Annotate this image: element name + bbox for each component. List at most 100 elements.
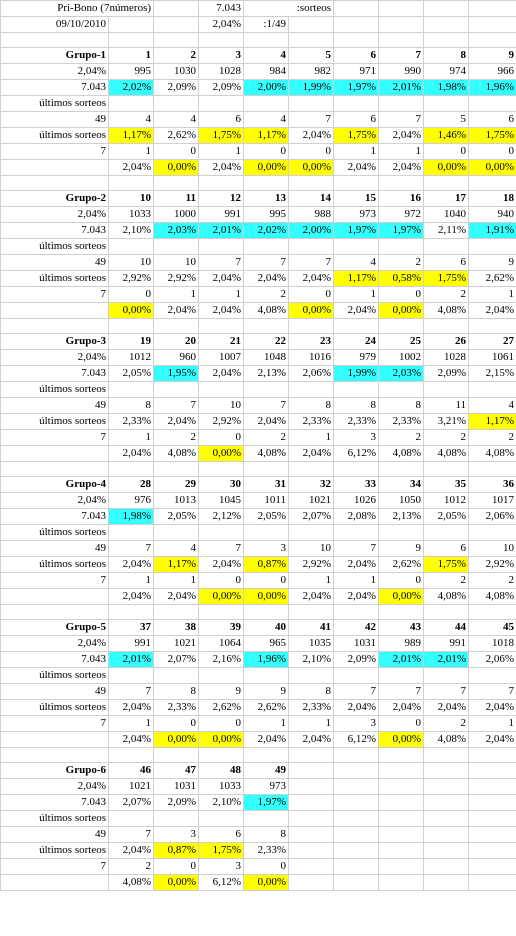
group-pct[interactable]: 2,04% [0,63,109,80]
ball-rate[interactable]: 2,09% [423,365,470,382]
last49-count[interactable]: 8 [153,683,200,700]
last7-pct[interactable]: 4,08% [423,445,470,462]
last49-count[interactable]: 10 [198,397,245,414]
empty-cell[interactable] [288,175,335,191]
ball-number[interactable]: 1 [107,47,155,64]
last49-count[interactable]: 10 [468,540,516,557]
ultimos-label[interactable]: últimos sorteos [0,667,109,684]
empty-cell[interactable] [0,874,109,891]
ball-number[interactable]: 30 [198,476,245,493]
last7-pct[interactable]: 2,04% [153,302,200,319]
last49-pct[interactable]: 1,46% [423,127,470,144]
empty-cell[interactable] [0,318,109,334]
ball-number[interactable]: 17 [423,190,470,207]
empty-cell[interactable] [468,461,516,477]
last49-pct[interactable]: 2,04% [107,556,155,573]
ball-number[interactable]: 43 [378,619,425,636]
empty-cell[interactable] [288,461,335,477]
ball-number[interactable]: 25 [378,333,425,350]
ball-count[interactable]: 991 [198,206,245,223]
last-m-value[interactable]: 7 [0,143,109,160]
last7-pct[interactable]: 4,08% [243,302,290,319]
last7-count[interactable]: 2 [423,286,470,303]
last49-count[interactable]: 5 [423,111,470,128]
group-pct[interactable]: 2,04% [0,778,109,795]
last7-count[interactable]: 1 [333,143,380,160]
group-name[interactable]: Grupo-6 [0,762,109,779]
empty-cell[interactable] [333,858,380,875]
empty-cell[interactable] [243,461,290,477]
last7-pct[interactable]: 4,08% [378,445,425,462]
last7-count[interactable]: 1 [333,286,380,303]
ball-count[interactable]: 1017 [468,492,516,509]
ball-number[interactable]: 34 [378,476,425,493]
last-m-value[interactable]: 7 [0,429,109,446]
last49-pct[interactable]: 0,87% [243,556,290,573]
last7-count[interactable]: 0 [198,715,245,732]
empty-cell[interactable] [333,318,380,334]
last7-count[interactable]: 1 [198,286,245,303]
last7-pct[interactable]: 4,08% [107,874,155,891]
last49-pct[interactable]: 2,04% [378,127,425,144]
ball-number[interactable]: 5 [288,47,335,64]
ball-rate[interactable]: 1,97% [333,79,380,96]
empty-cell[interactable] [288,667,335,684]
empty-cell[interactable] [288,778,335,795]
empty-cell[interactable] [153,0,200,17]
empty-cell[interactable] [243,175,290,191]
ball-count[interactable]: 1061 [468,349,516,366]
empty-cell[interactable] [288,318,335,334]
empty-cell[interactable] [333,604,380,620]
empty-cell[interactable] [288,32,335,48]
last49-count[interactable]: 4 [153,540,200,557]
last49-pct[interactable]: 2,33% [153,699,200,716]
empty-cell[interactable] [153,604,200,620]
ball-number[interactable]: 7 [378,47,425,64]
last49-pct[interactable]: 2,04% [243,413,290,430]
sheet-date[interactable]: 09/10/2010 [0,16,109,33]
last7-count[interactable]: 0 [378,572,425,589]
ball-rate[interactable]: 1,98% [423,79,470,96]
last49-count[interactable]: 6 [198,111,245,128]
last7-count[interactable]: 1 [198,143,245,160]
last-m-value[interactable]: 7 [0,286,109,303]
group-total[interactable]: 7.043 [0,365,109,382]
last49-count[interactable]: 7 [288,254,335,271]
empty-cell[interactable] [153,175,200,191]
empty-cell[interactable] [468,762,516,779]
last49-count[interactable]: 9 [378,540,425,557]
ball-count[interactable]: 973 [243,778,290,795]
empty-cell[interactable] [198,175,245,191]
ball-number[interactable]: 14 [288,190,335,207]
last7-pct[interactable]: 2,04% [107,159,155,176]
group-pct[interactable]: 2,04% [0,492,109,509]
ball-number[interactable]: 47 [153,762,200,779]
empty-cell[interactable] [468,238,516,255]
empty-cell[interactable] [468,381,516,398]
empty-cell[interactable] [288,604,335,620]
empty-cell[interactable] [107,667,155,684]
ultimos-pct-label[interactable]: últimos sorteos [0,699,109,716]
last49-pct[interactable]: 0,87% [153,842,200,859]
empty-cell[interactable] [0,588,109,605]
empty-cell[interactable] [198,810,245,827]
last49-count[interactable]: 6 [423,540,470,557]
empty-cell[interactable] [198,524,245,541]
last7-pct[interactable]: 0,00% [243,588,290,605]
ball-count[interactable]: 990 [378,63,425,80]
sheet-title[interactable]: Pri-Bono (7números) [0,0,155,17]
last7-pct[interactable]: 0,00% [288,159,335,176]
empty-cell[interactable] [468,16,516,33]
empty-cell[interactable] [107,747,155,763]
ball-number[interactable]: 19 [107,333,155,350]
last7-pct[interactable]: 0,00% [107,302,155,319]
ball-count[interactable]: 989 [378,635,425,652]
empty-cell[interactable] [423,175,470,191]
ball-count[interactable]: 960 [153,349,200,366]
ball-count[interactable]: 940 [468,206,516,223]
ball-count[interactable]: 1031 [153,778,200,795]
group-name[interactable]: Grupo-2 [0,190,109,207]
ball-rate[interactable]: 2,01% [198,222,245,239]
ball-count[interactable]: 1018 [468,635,516,652]
last49-count[interactable]: 9 [243,683,290,700]
